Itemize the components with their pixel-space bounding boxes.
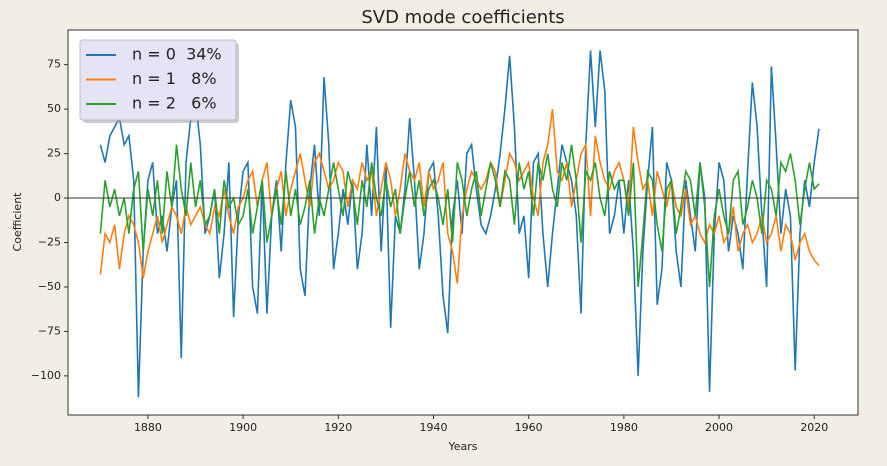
y-tick-label: 25 [47,147,61,160]
y-tick-label: 0 [54,191,61,204]
legend-label: n = 0 34% [132,45,222,64]
y-tick-label: −25 [38,236,61,249]
x-tick-label: 1940 [419,421,447,434]
chart-title: SVD mode coefficients [361,7,564,28]
x-axis-label: Years [447,440,477,453]
x-tick-label: 2000 [705,421,733,434]
series-line [99,144,820,288]
x-tick-label: 2020 [800,421,828,434]
legend-label: n = 2 6% [132,94,217,113]
legend-label: n = 1 8% [132,69,217,88]
y-tick-label: −75 [38,324,61,337]
y-tick-label: −100 [31,369,61,382]
y-tick-label: 75 [47,58,61,71]
y-tick-label: 50 [47,102,61,115]
y-tick-label: −50 [38,280,61,293]
y-axis-label: Coefficient [11,192,24,252]
series-line [99,109,820,284]
x-tick-label: 1920 [324,421,352,434]
x-tick-label: 1960 [515,421,543,434]
x-tick-label: 1880 [134,421,162,434]
x-tick-label: 1900 [229,421,257,434]
x-tick-label: 1980 [610,421,638,434]
legend [79,39,237,121]
